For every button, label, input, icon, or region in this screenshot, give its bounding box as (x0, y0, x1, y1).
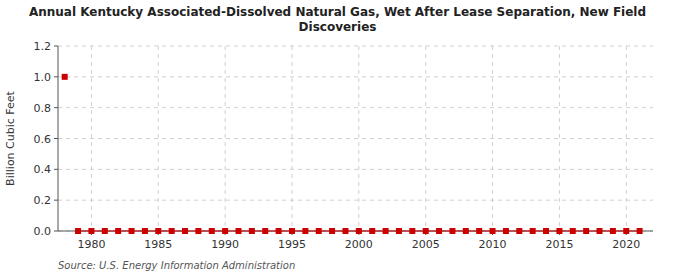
x-grid-line (626, 46, 627, 231)
x-grid-line (492, 46, 493, 231)
y-axis-line (58, 46, 59, 231)
x-tick-label: 1995 (278, 238, 306, 251)
point (342, 228, 348, 234)
point (369, 228, 375, 234)
point (142, 228, 148, 234)
y-tick (54, 76, 58, 77)
y-tick (54, 107, 58, 108)
x-grid-line (91, 46, 92, 231)
y-tick-label: 0.0 (34, 225, 52, 238)
point (302, 228, 308, 234)
title-line: Discoveries (299, 20, 377, 34)
point (195, 228, 201, 234)
y-grid-line (58, 169, 653, 170)
axes: 0.0 0.2 0.4 0.6 0.8 1.0 1.2 1980 1985 1990 1995 200… (34, 40, 654, 251)
source: Source: U.S. Energy Information Administ… (58, 260, 295, 271)
y-tick (54, 169, 58, 170)
point (88, 228, 94, 234)
x-tick-label: 2020 (612, 238, 640, 251)
point (556, 228, 562, 234)
point (209, 228, 215, 234)
chart: Annual Kentucky Associated-Dissolved Nat… (0, 0, 675, 275)
point (543, 228, 549, 234)
y-grid-line (58, 46, 653, 47)
point (597, 228, 603, 234)
point (530, 228, 536, 234)
title-line: Annual Kentucky Associated-Dissolved Nat… (29, 5, 646, 19)
x-grid-line (291, 46, 292, 231)
point (316, 228, 322, 234)
point (503, 228, 509, 234)
x-tick-label: 1980 (77, 238, 105, 251)
x-grid-line (358, 46, 359, 231)
point (329, 228, 335, 234)
x-tick-label: 1985 (144, 238, 172, 251)
point (423, 228, 429, 234)
point (182, 228, 188, 234)
title: Annual Kentucky Associated-Dissolved Nat… (29, 5, 646, 34)
point (155, 228, 161, 234)
point (383, 228, 389, 234)
point (409, 228, 415, 234)
y-tick-label: 0.8 (34, 102, 52, 115)
x-tick-label: 2010 (479, 238, 507, 251)
y-grid-line (58, 76, 653, 77)
point (169, 228, 175, 234)
y-tick-label: 1.2 (34, 40, 52, 53)
grid (58, 46, 653, 231)
y-tick (54, 138, 58, 139)
x-tick-label: 2000 (345, 238, 373, 251)
y-axis-label: Billion Cubic Feet (4, 90, 17, 185)
x-grid-line (225, 46, 226, 231)
point (276, 228, 282, 234)
x-tick-label: 1990 (211, 238, 239, 251)
y-grid-line (58, 138, 653, 139)
point (516, 228, 522, 234)
y-tick-label: 1.0 (34, 71, 52, 84)
x-tick-label: 2005 (412, 238, 440, 251)
x-grid-line (559, 46, 560, 231)
point (236, 228, 242, 234)
point (436, 228, 442, 234)
x-tick-label: 2015 (545, 238, 573, 251)
point (62, 74, 68, 80)
point (222, 228, 228, 234)
point (396, 228, 402, 234)
y-grid-line (58, 200, 653, 201)
point (490, 228, 496, 234)
y-tick-label: 0.4 (34, 163, 52, 176)
point (115, 228, 121, 234)
y-tick-label: 0.6 (34, 133, 52, 146)
point (610, 228, 616, 234)
point (570, 228, 576, 234)
point (289, 228, 295, 234)
point (249, 228, 255, 234)
point (129, 228, 135, 234)
y-tick (54, 46, 58, 47)
point (262, 228, 268, 234)
point (356, 228, 362, 234)
y-tick (54, 200, 58, 201)
point (623, 228, 629, 234)
y-tick-label: 0.2 (34, 194, 52, 207)
data (62, 74, 643, 234)
x-grid-line (158, 46, 159, 231)
point (449, 228, 455, 234)
point (75, 228, 81, 234)
point (637, 228, 643, 234)
x-grid-line (425, 46, 426, 231)
y-tick (54, 231, 58, 232)
point (102, 228, 108, 234)
point (476, 228, 482, 234)
point (463, 228, 469, 234)
point (583, 228, 589, 234)
y-grid-line (58, 107, 653, 108)
